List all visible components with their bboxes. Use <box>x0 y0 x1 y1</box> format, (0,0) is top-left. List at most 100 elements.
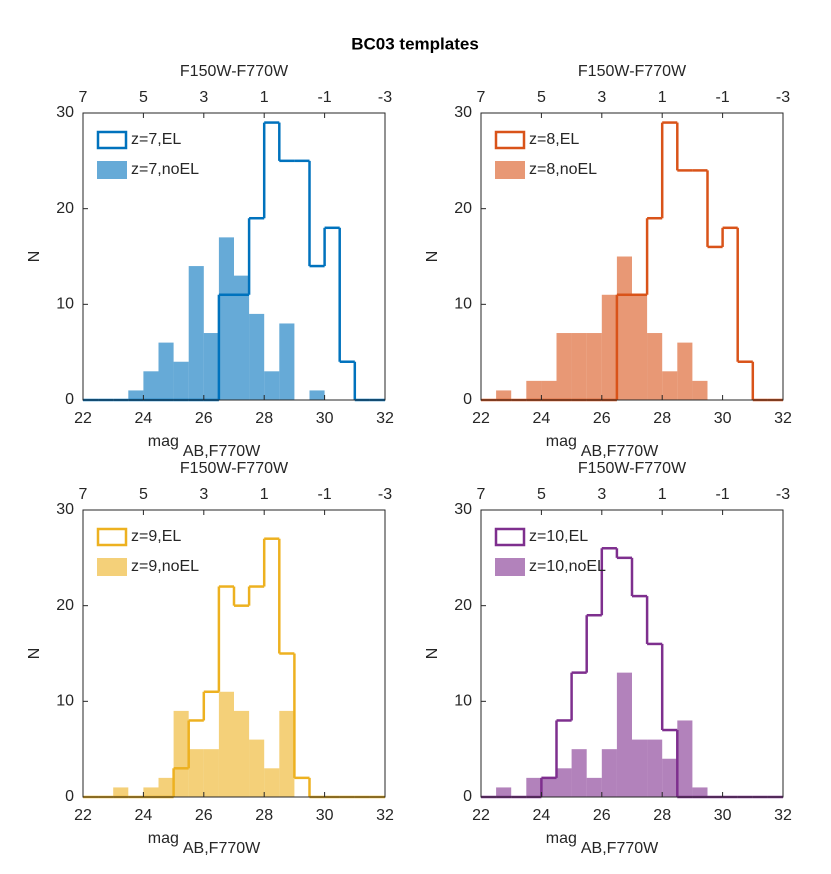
y-tick-label: 10 <box>454 296 472 313</box>
x-tick-label: 32 <box>774 410 792 427</box>
legend-label: z=8,noEL <box>529 161 597 178</box>
x-axis-label: magAB,F770W <box>148 433 261 460</box>
x-axis-label: magAB,F770W <box>148 830 261 857</box>
x2-tick-label: 1 <box>658 89 667 106</box>
x2-tick-label: 1 <box>658 486 667 503</box>
hist-bar <box>279 323 295 400</box>
legend-swatch <box>97 558 127 576</box>
hist-bar <box>601 294 617 400</box>
y-tick-label: 20 <box>454 597 472 614</box>
x-tick-label: 22 <box>472 410 490 427</box>
y-tick-label: 0 <box>463 788 472 805</box>
x2-axis-label: F150W-F770W <box>578 460 687 477</box>
hist-bar <box>601 749 617 797</box>
hist-bar <box>218 691 234 797</box>
x-tick-label: 26 <box>593 410 611 427</box>
x-tick-label: 24 <box>533 410 551 427</box>
panel: 22 24 26 28 30 32 7 5 3 1 -1 -3 0 10 20 30 F150W-F770W ma… <box>424 460 792 857</box>
x-tick-label: 30 <box>714 410 732 427</box>
x2-tick-label: 5 <box>139 486 148 503</box>
legend-swatch <box>96 527 128 547</box>
y-tick-label: 0 <box>463 391 472 408</box>
hist-bar <box>496 390 512 400</box>
x-tick-label: 28 <box>255 807 273 824</box>
hist-bar <box>586 777 602 797</box>
x-tick-label: 30 <box>316 807 334 824</box>
x2-tick-label: 7 <box>477 89 486 106</box>
x-tick-label: 22 <box>472 807 490 824</box>
x-axis-label-sub: AB,F770W <box>581 443 659 460</box>
legend-label: z=8,EL <box>529 131 579 148</box>
legend-swatch <box>96 130 128 150</box>
x2-tick-label: -3 <box>776 486 790 503</box>
hist-bar <box>526 777 542 797</box>
hist-bar <box>496 787 512 797</box>
hist-bar <box>632 739 648 797</box>
y-tick-label: 30 <box>454 501 472 518</box>
hist-bar <box>541 777 557 797</box>
x-tick-label: 26 <box>593 807 611 824</box>
x2-tick-label: 5 <box>139 89 148 106</box>
hist-bar <box>158 342 174 400</box>
x-tick-label: 30 <box>316 410 334 427</box>
x2-axis-label: F150W-F770W <box>180 63 289 80</box>
axes-box <box>82 509 386 798</box>
x2-tick-label: -3 <box>378 486 392 503</box>
y-tick-label: 30 <box>56 501 74 518</box>
hist-bar <box>264 768 280 797</box>
x2-tick-label: 3 <box>199 89 208 106</box>
hist-bar <box>662 758 678 797</box>
hist-bar <box>556 768 572 797</box>
x2-axis-label: F150W-F770W <box>180 460 289 477</box>
legend-label: z=10,noEL <box>529 558 606 575</box>
legend-swatch <box>97 161 127 179</box>
x2-tick-label: 5 <box>537 486 546 503</box>
hist-bar <box>662 371 678 400</box>
x-tick-label: 22 <box>74 807 92 824</box>
hist-bar <box>692 787 708 797</box>
legend-label: z=10,EL <box>529 528 588 545</box>
hist-bar <box>692 380 708 400</box>
y-tick-label: 10 <box>454 693 472 710</box>
y-tick-label: 30 <box>56 104 74 121</box>
hist-bar <box>571 749 587 797</box>
x-axis-label-main: mag <box>148 830 179 847</box>
x-tick-label: 32 <box>774 807 792 824</box>
legend-label: z=9,noEL <box>131 558 199 575</box>
x-axis-label-sub: AB,F770W <box>183 443 261 460</box>
legend-label: z=9,EL <box>131 528 181 545</box>
y-tick-label: 10 <box>56 296 74 313</box>
x2-tick-label: 3 <box>199 486 208 503</box>
x-axis-label-main: mag <box>546 433 577 450</box>
hist-bar <box>203 333 219 400</box>
x-tick-label: 26 <box>195 410 213 427</box>
legend-label: z=7,noEL <box>131 161 199 178</box>
y-tick-label: 20 <box>56 200 74 217</box>
hist-bar <box>128 390 144 400</box>
hist-bar <box>677 342 693 400</box>
x-axis-label: magAB,F770W <box>546 433 659 460</box>
axes-box <box>480 509 784 798</box>
x2-tick-label: 5 <box>537 89 546 106</box>
hist-bar <box>143 787 159 797</box>
y-tick-label: 30 <box>454 104 472 121</box>
x-tick-label: 30 <box>714 807 732 824</box>
x2-tick-label: 7 <box>79 486 88 503</box>
hist-bar <box>249 313 265 400</box>
x2-axis-label: F150W-F770W <box>578 63 687 80</box>
hist-bar <box>234 710 250 797</box>
y-tick-label: 0 <box>65 788 74 805</box>
hist-bar <box>143 371 159 400</box>
legend-swatch <box>495 558 525 576</box>
hist-bar <box>203 749 219 797</box>
hist-bar <box>249 739 265 797</box>
hist-bar <box>279 710 295 797</box>
hist-bar <box>173 361 189 400</box>
hist-bar <box>158 777 174 797</box>
x2-tick-label: 7 <box>79 89 88 106</box>
hist-bar <box>264 371 280 400</box>
hist-bar <box>556 333 572 400</box>
x-axis-label-sub: AB,F770W <box>183 840 261 857</box>
legend-swatch <box>494 527 526 547</box>
